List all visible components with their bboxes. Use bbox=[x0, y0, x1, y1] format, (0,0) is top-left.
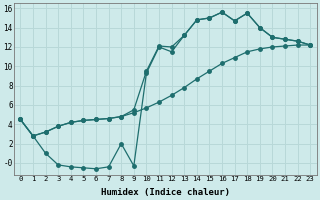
X-axis label: Humidex (Indice chaleur): Humidex (Indice chaleur) bbox=[101, 188, 230, 197]
